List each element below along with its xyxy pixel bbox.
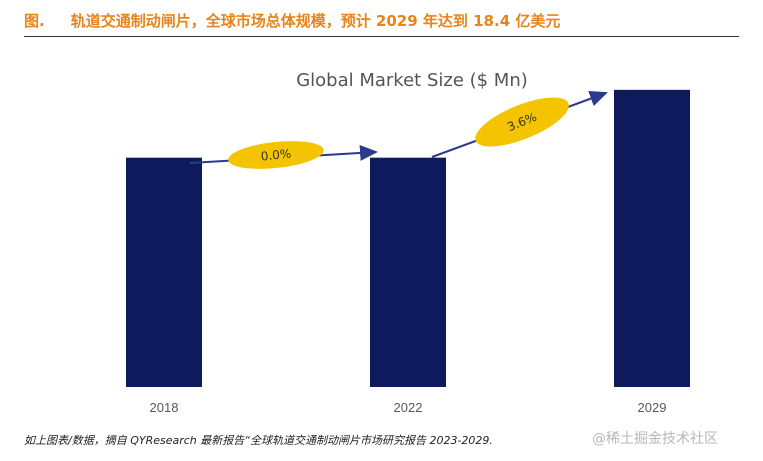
x-tick-2018: 2018 <box>150 400 179 415</box>
growth-badge-1 <box>228 141 324 169</box>
growth-annotation-2: 3.6% <box>431 91 608 158</box>
figure-caption: 图. 轨道交通制动闸片，全球市场总体规模，预计 2029 年达到 18.4 亿美元 <box>24 6 739 37</box>
bar-2022 <box>370 157 446 387</box>
chart-title: Global Market Size ($ Mn) <box>296 70 528 91</box>
x-tick-2029: 2029 <box>638 400 667 415</box>
source-footnote: 如上图表/数据，摘自 QYResearch 最新报告“全球轨道交通制动闸片市场研… <box>24 434 493 447</box>
figure-caption-text: 轨道交通制动闸片，全球市场总体规模，预计 2029 年达到 18.4 亿美元 <box>70 12 561 30</box>
growth-badge-2 <box>475 97 569 147</box>
figure-label: 图. <box>24 12 45 30</box>
x-axis-ticks: 2018 2022 2029 <box>150 400 667 415</box>
growth-annotations: 0.0% 3.6% <box>189 91 608 169</box>
growth-label-1: 0.0% <box>260 146 292 163</box>
bar-2029 <box>614 89 690 387</box>
bars-layer <box>126 89 690 387</box>
growth-annotation-1: 0.0% <box>189 141 378 169</box>
bar-2018 <box>126 157 202 387</box>
x-tick-2022: 2022 <box>394 400 423 415</box>
watermark: @稀土掘金技术社区 <box>592 431 718 447</box>
market-size-chart: Global Market Size ($ Mn) 2018 2022 2029 0… <box>126 70 690 415</box>
